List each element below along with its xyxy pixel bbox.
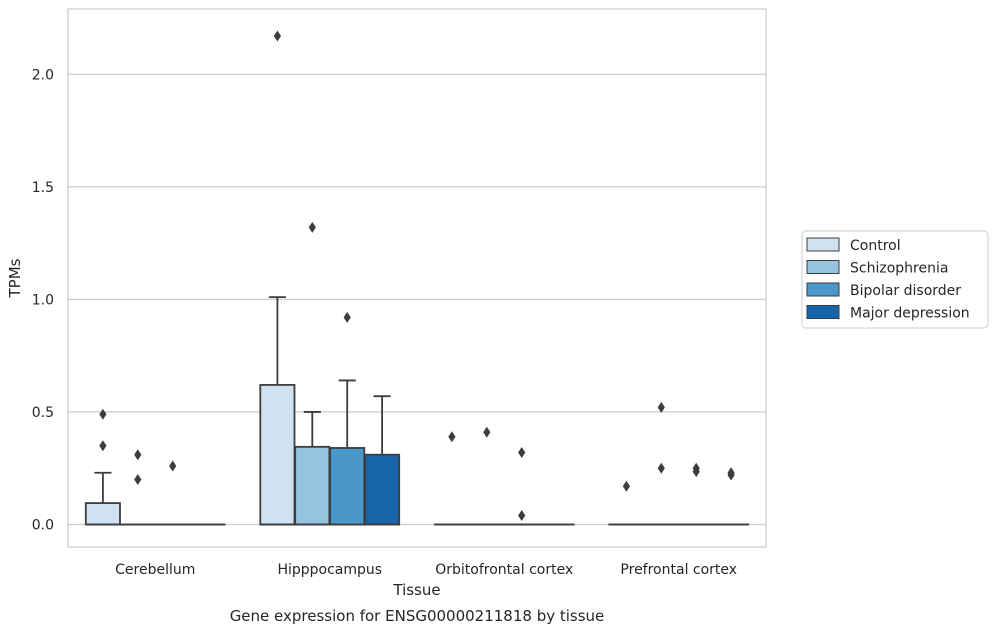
outlier-point bbox=[657, 401, 665, 413]
y-tick-label: 1.5 bbox=[32, 180, 54, 196]
plot-area-frame bbox=[67, 8, 767, 548]
x-tick-label: Hipppocampus bbox=[277, 562, 382, 578]
box-body bbox=[364, 453, 401, 526]
outlier-point bbox=[622, 480, 630, 492]
legend-label: Control bbox=[850, 238, 901, 254]
box-schizophrenia bbox=[294, 221, 331, 526]
y-tick-label: 0.5 bbox=[32, 405, 54, 421]
x-tick-label: Cerebellum bbox=[115, 562, 195, 578]
box-body bbox=[84, 502, 121, 526]
x-axis-ticks: Cerebellum Hipppocampus Orbitofrontal cort… bbox=[115, 562, 737, 578]
y-axis-ticks: 0.0 0.5 1.0 1.5 2.0 bbox=[32, 67, 54, 533]
outlier-point bbox=[273, 30, 281, 42]
box-body bbox=[259, 384, 296, 526]
outlier-point bbox=[518, 509, 526, 521]
outlier-point bbox=[657, 462, 665, 474]
outlier-point bbox=[99, 440, 107, 452]
legend-swatch bbox=[806, 305, 840, 319]
box-bipolar-disorder bbox=[154, 460, 191, 526]
y-tick-label: 2.0 bbox=[32, 67, 54, 83]
outlier-point bbox=[169, 460, 177, 472]
legend-swatch bbox=[806, 237, 840, 252]
y-axis-title: TPMs bbox=[6, 258, 24, 298]
legend-swatch bbox=[806, 282, 840, 297]
legend-swatch bbox=[806, 260, 840, 274]
legend-label: Major depression bbox=[850, 306, 970, 322]
box-bipolar-disorder bbox=[503, 446, 540, 526]
x-tick-label: Prefrontal cortex bbox=[620, 562, 737, 578]
outlier-point bbox=[308, 221, 316, 233]
outlier-point bbox=[692, 462, 700, 474]
outlier-point bbox=[727, 467, 735, 479]
y-tick-label: 0.0 bbox=[32, 517, 54, 533]
box-body bbox=[294, 445, 331, 526]
legend: Control Schizophrenia Bipolar disorder Majo… bbox=[801, 230, 989, 329]
legend-label: Schizophrenia bbox=[850, 261, 948, 277]
outlier-point bbox=[134, 473, 142, 485]
box-major-depression bbox=[713, 467, 750, 526]
box-major-depression bbox=[364, 395, 401, 526]
outlier-point bbox=[134, 449, 142, 461]
outlier-point bbox=[343, 311, 351, 323]
outlier-point bbox=[518, 446, 526, 458]
box-marks bbox=[84, 30, 750, 526]
y-tick-label: 1.0 bbox=[32, 292, 54, 308]
outlier-point bbox=[448, 431, 456, 443]
box-body bbox=[329, 447, 366, 526]
legend-label: Bipolar disorder bbox=[850, 283, 961, 299]
outlier-point bbox=[483, 426, 491, 438]
legend-frame bbox=[801, 230, 989, 329]
outlier-point bbox=[99, 408, 107, 420]
x-axis-title: Tissue bbox=[392, 581, 440, 599]
x-tick-label: Orbitofrontal cortex bbox=[435, 562, 573, 578]
box-control bbox=[84, 408, 121, 526]
chart-caption: Gene expression for ENSG00000211818 by t… bbox=[230, 607, 605, 625]
